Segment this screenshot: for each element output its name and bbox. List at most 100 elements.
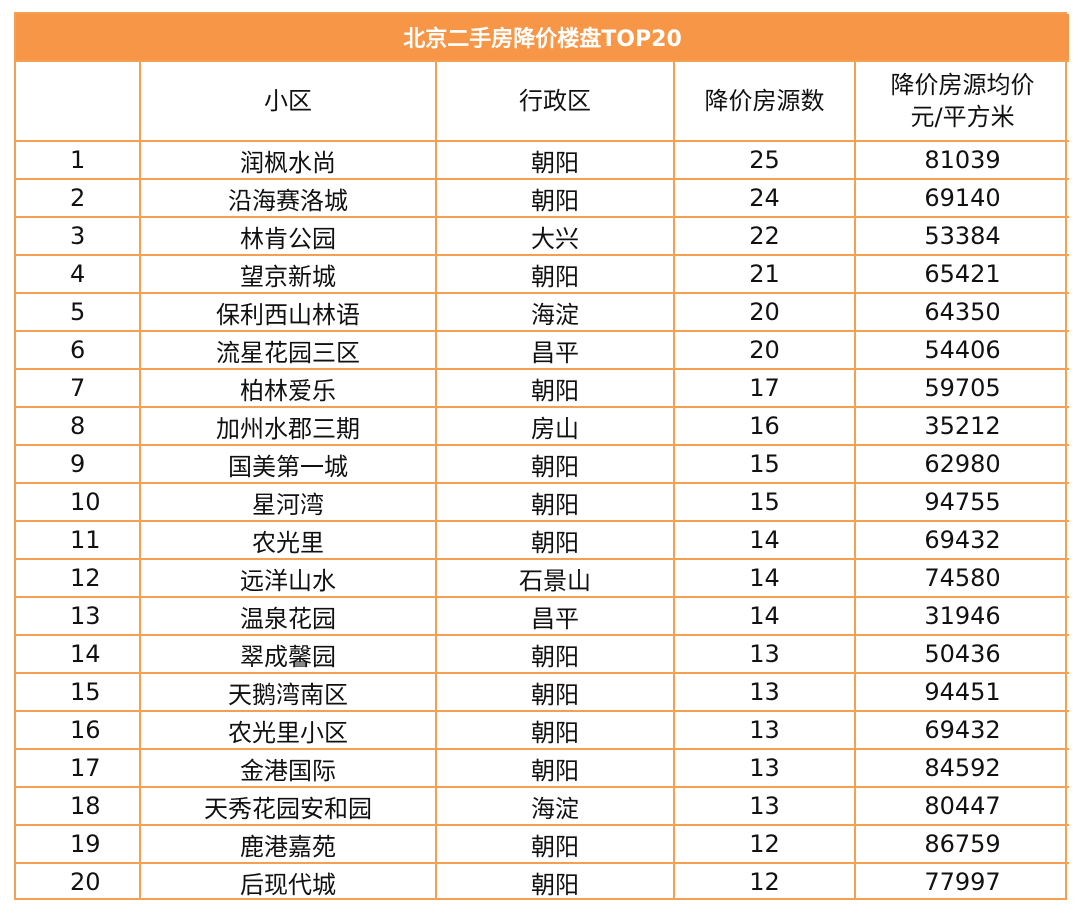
rank-cell: 17 [16, 749, 141, 788]
district-cell: 朝阳 [436, 749, 675, 788]
rank-cell: 2 [16, 179, 141, 218]
table-row: 10 星河湾 朝阳 15 94755 [16, 483, 1070, 522]
district-cell: 昌平 [436, 331, 675, 370]
rank-cell: 20 [16, 863, 141, 900]
count-cell: 21 [674, 255, 856, 294]
avg-price-cell: 35212 [855, 407, 1070, 446]
community-cell: 柏林爱乐 [140, 369, 437, 408]
rank-cell: 12 [16, 559, 141, 598]
district-cell: 房山 [436, 407, 675, 446]
count-cell: 20 [674, 331, 856, 370]
count-cell: 13 [674, 711, 856, 750]
rank-cell: 11 [16, 521, 141, 560]
count-cell: 13 [674, 787, 856, 826]
column-header-avg-price-line: 元/平方米 [910, 103, 1015, 131]
avg-price-cell: 59705 [855, 369, 1070, 408]
column-header-district: 行政区 [436, 61, 675, 142]
rank-cell: 7 [16, 369, 141, 408]
community-cell: 翠成馨园 [140, 635, 437, 674]
rank-cell: 14 [16, 635, 141, 674]
rank-cell: 1 [16, 141, 141, 180]
community-cell: 农光里 [140, 521, 437, 560]
rank-cell: 16 [16, 711, 141, 750]
avg-price-cell: 69432 [855, 521, 1070, 560]
community-cell: 望京新城 [140, 255, 437, 294]
community-cell: 温泉花园 [140, 597, 437, 636]
count-cell: 12 [674, 825, 856, 864]
rank-cell: 19 [16, 825, 141, 864]
table-row: 2 沿海赛洛城 朝阳 24 69140 [16, 179, 1070, 218]
avg-price-cell: 31946 [855, 597, 1070, 636]
ranking-table: 北京二手房降价楼盘TOP20 小区 行政区 降价房源数 降价房源均价 元/平方米 … [16, 14, 1070, 900]
rank-cell: 8 [16, 407, 141, 446]
rank-cell: 4 [16, 255, 141, 294]
community-cell: 林肯公园 [140, 217, 437, 256]
table-row: 15 天鹅湾南区 朝阳 13 94451 [16, 673, 1070, 712]
title-row: 北京二手房降价楼盘TOP20 [16, 14, 1070, 62]
avg-price-cell: 77997 [924, 868, 1001, 896]
community-cell: 国美第一城 [140, 445, 437, 484]
table-row: 5 保利西山林语 海淀 20 64350 [16, 293, 1070, 332]
community-cell: 天鹅湾南区 [140, 673, 437, 712]
avg-price-cell: 81039 [855, 141, 1070, 180]
table-row: 13 温泉花园 昌平 14 31946 [16, 597, 1070, 636]
table-row: 9 国美第一城 朝阳 15 62980 [16, 445, 1070, 484]
count-cell: 14 [674, 521, 856, 560]
table-row: 3 林肯公园 大兴 22 53384 [16, 217, 1070, 256]
district-cell: 朝阳 [436, 635, 675, 674]
count-cell: 14 [674, 597, 856, 636]
rank-cell: 9 [16, 445, 141, 484]
rank-cell: 10 [16, 483, 141, 522]
table-row: 11 农光里 朝阳 14 69432 [16, 521, 1070, 560]
column-header-avg-price: 降价房源均价 元/平方米 [855, 61, 1070, 142]
avg-price-cell: 86759 [855, 825, 1070, 864]
community-cell: 星河湾 [140, 483, 437, 522]
count-cell: 22 [674, 217, 856, 256]
count-cell: 24 [674, 179, 856, 218]
avg-price-cell: 53384 [855, 217, 1070, 256]
district-cell: 海淀 [436, 787, 675, 826]
rank-cell: 3 [16, 217, 141, 256]
district-cell: 朝阳 [436, 825, 675, 864]
count-cell: 16 [674, 407, 856, 446]
district-cell: 朝阳 [436, 673, 675, 712]
table-row: 17 金港国际 朝阳 13 84592 [16, 749, 1070, 788]
avg-price-cell: 94451 [855, 673, 1070, 712]
community-cell: 加州水郡三期 [140, 407, 437, 446]
avg-price-cell: 65421 [855, 255, 1070, 294]
district-cell: 海淀 [436, 293, 675, 332]
table-row: 8 加州水郡三期 房山 16 35212 [16, 407, 1070, 446]
district-cell: 朝阳 [436, 521, 675, 560]
table-body: 1 润枫水尚 朝阳 25 81039 2 沿海赛洛城 朝阳 24 69140 3 林肯公园 大兴 22 53… [16, 141, 1070, 900]
table-row: 12 远洋山水 石景山 14 74580 [16, 559, 1070, 598]
community-cell: 鹿港嘉苑 [140, 825, 437, 864]
count-cell: 13 [674, 673, 856, 712]
count-cell: 12 [674, 863, 856, 900]
community-cell: 沿海赛洛城 [140, 179, 437, 218]
table-row: 18 天秀花园安和园 海淀 13 80447 [16, 787, 1070, 826]
avg-price-cell: 80447 [855, 787, 1070, 826]
column-header-rank [16, 61, 141, 142]
community-cell: 远洋山水 [140, 559, 437, 598]
avg-price-cell: 69432 [855, 711, 1070, 750]
count-cell: 15 [674, 445, 856, 484]
community-cell: 金港国际 [140, 749, 437, 788]
count-cell: 20 [674, 293, 856, 332]
count-cell: 13 [674, 635, 856, 674]
community-cell: 润枫水尚 [140, 141, 437, 180]
district-cell: 朝阳 [436, 369, 675, 408]
district-cell: 朝阳 [436, 255, 675, 294]
column-header-count: 降价房源数 [674, 61, 856, 142]
community-cell: 农光里小区 [140, 711, 437, 750]
table-row: 20 后现代城 朝阳 12 77997 [16, 863, 1069, 900]
rank-cell: 18 [16, 787, 141, 826]
count-cell: 13 [674, 749, 856, 788]
district-cell: 石景山 [436, 559, 675, 598]
table-row: 6 流星花园三区 昌平 20 54406 [16, 331, 1070, 370]
avg-price-cell: 64350 [855, 293, 1070, 332]
district-cell: 朝阳 [436, 179, 675, 218]
column-header-community: 小区 [140, 61, 437, 142]
community-cell: 保利西山林语 [140, 293, 437, 332]
district-cell: 朝阳 [436, 141, 675, 180]
table-row: 19 鹿港嘉苑 朝阳 12 86759 [16, 825, 1070, 864]
